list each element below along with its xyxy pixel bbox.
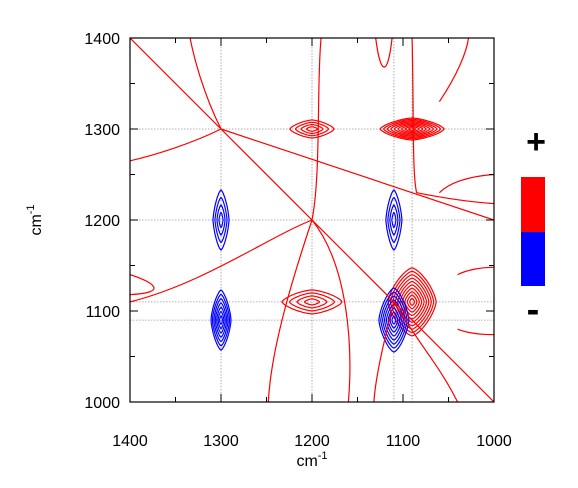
y-tick-labels: 1000 1100 1200 1300 1400 [84, 31, 120, 412]
positive-contour-ring [392, 274, 432, 330]
zero-contour [457, 266, 494, 276]
negative-contour-ring [381, 295, 406, 345]
negative-contour-ring [214, 196, 228, 244]
contour-lines [130, 38, 494, 402]
negative-contour-ring [210, 289, 232, 351]
positive-contour-ring [296, 295, 328, 309]
positive-contour-ring [399, 284, 425, 320]
zero-contour [130, 219, 313, 303]
x-tick-label: 1100 [386, 433, 421, 450]
x-tick-label: 1000 [476, 433, 512, 450]
zero-contour [189, 38, 222, 130]
zero-contour [411, 38, 494, 205]
positive-contour-ring [406, 294, 418, 310]
x-tick-label: 1300 [203, 433, 239, 450]
zero-contour [311, 219, 351, 402]
zero-contour [373, 301, 395, 402]
negative-contour-ring [383, 299, 404, 341]
positive-contour-ring [303, 298, 321, 306]
x-tick-labels: 1400 1300 1200 1100 1000 [112, 433, 512, 450]
y-tick-label: 1400 [84, 31, 120, 48]
zero-contour [438, 173, 494, 194]
positive-contour-ring [300, 123, 324, 135]
negative-contour-ring [389, 311, 399, 329]
zero-contour [311, 38, 322, 221]
positive-contour-ring [386, 119, 438, 139]
negative-contour-ring [391, 211, 397, 229]
legend-negative-swatch [521, 232, 545, 286]
zero-contour [130, 128, 222, 162]
zero-contour [375, 38, 393, 68]
negative-contour-ring [387, 307, 401, 333]
positive-contour-ring [383, 118, 442, 140]
negative-contour-ring [213, 298, 229, 343]
zero-contour [220, 128, 494, 221]
y-tick-label: 1000 [84, 395, 120, 412]
negative-contour-ring [385, 189, 403, 251]
positive-contour-ring [401, 287, 423, 317]
positive-contour-ring [390, 121, 435, 137]
y-tick-label: 1100 [86, 304, 121, 321]
negative-contour-ring [380, 291, 408, 349]
negative-contour-ring [219, 314, 223, 326]
legend-minus-label: - [527, 289, 540, 331]
positive-contour-ring [397, 123, 427, 135]
positive-contour-ring [288, 292, 336, 312]
y-tick-label: 1300 [84, 122, 120, 139]
positive-contour-ring [305, 126, 319, 132]
negative-contour-ring [212, 189, 230, 251]
y-axis-label: cm-1 [25, 204, 45, 235]
sign-legend: + - [521, 123, 546, 331]
zero-contour [130, 274, 155, 296]
legend-positive-swatch [521, 177, 545, 232]
zero-contour [457, 328, 494, 336]
positive-contour-ring [281, 289, 343, 315]
axis-ticks [129, 37, 495, 403]
x-axis-label: cm-1 [296, 450, 327, 470]
negative-contour-ring [216, 204, 226, 236]
negative-contour-ring [218, 211, 224, 229]
y-tick-label: 1200 [84, 213, 120, 230]
x-tick-label: 1200 [294, 433, 330, 450]
positive-contour-ring [400, 124, 424, 134]
zero-contour [393, 301, 459, 402]
positive-contour-ring [393, 122, 431, 136]
negative-contour-ring [216, 306, 226, 334]
zero-contour [438, 38, 470, 103]
negative-contour-ring [378, 287, 410, 353]
legend-plus-label: + [526, 123, 546, 161]
positive-contour-ring [404, 291, 420, 313]
positive-contour-ring [409, 297, 416, 306]
positive-contour-ring [379, 117, 445, 141]
positive-contour-ring [389, 270, 435, 334]
x-tick-label: 1400 [112, 433, 148, 450]
negative-contour-ring [211, 293, 231, 347]
negative-contour-ring [391, 315, 397, 325]
zero-contour [267, 219, 313, 402]
positive-contour-ring [289, 119, 335, 139]
positive-contour-ring [404, 126, 420, 132]
negative-contour-ring [214, 302, 228, 338]
negative-contour-ring [389, 204, 399, 236]
negative-contour-ring [387, 196, 401, 244]
negative-contour-ring [217, 310, 225, 330]
positive-contour-ring [397, 280, 428, 323]
